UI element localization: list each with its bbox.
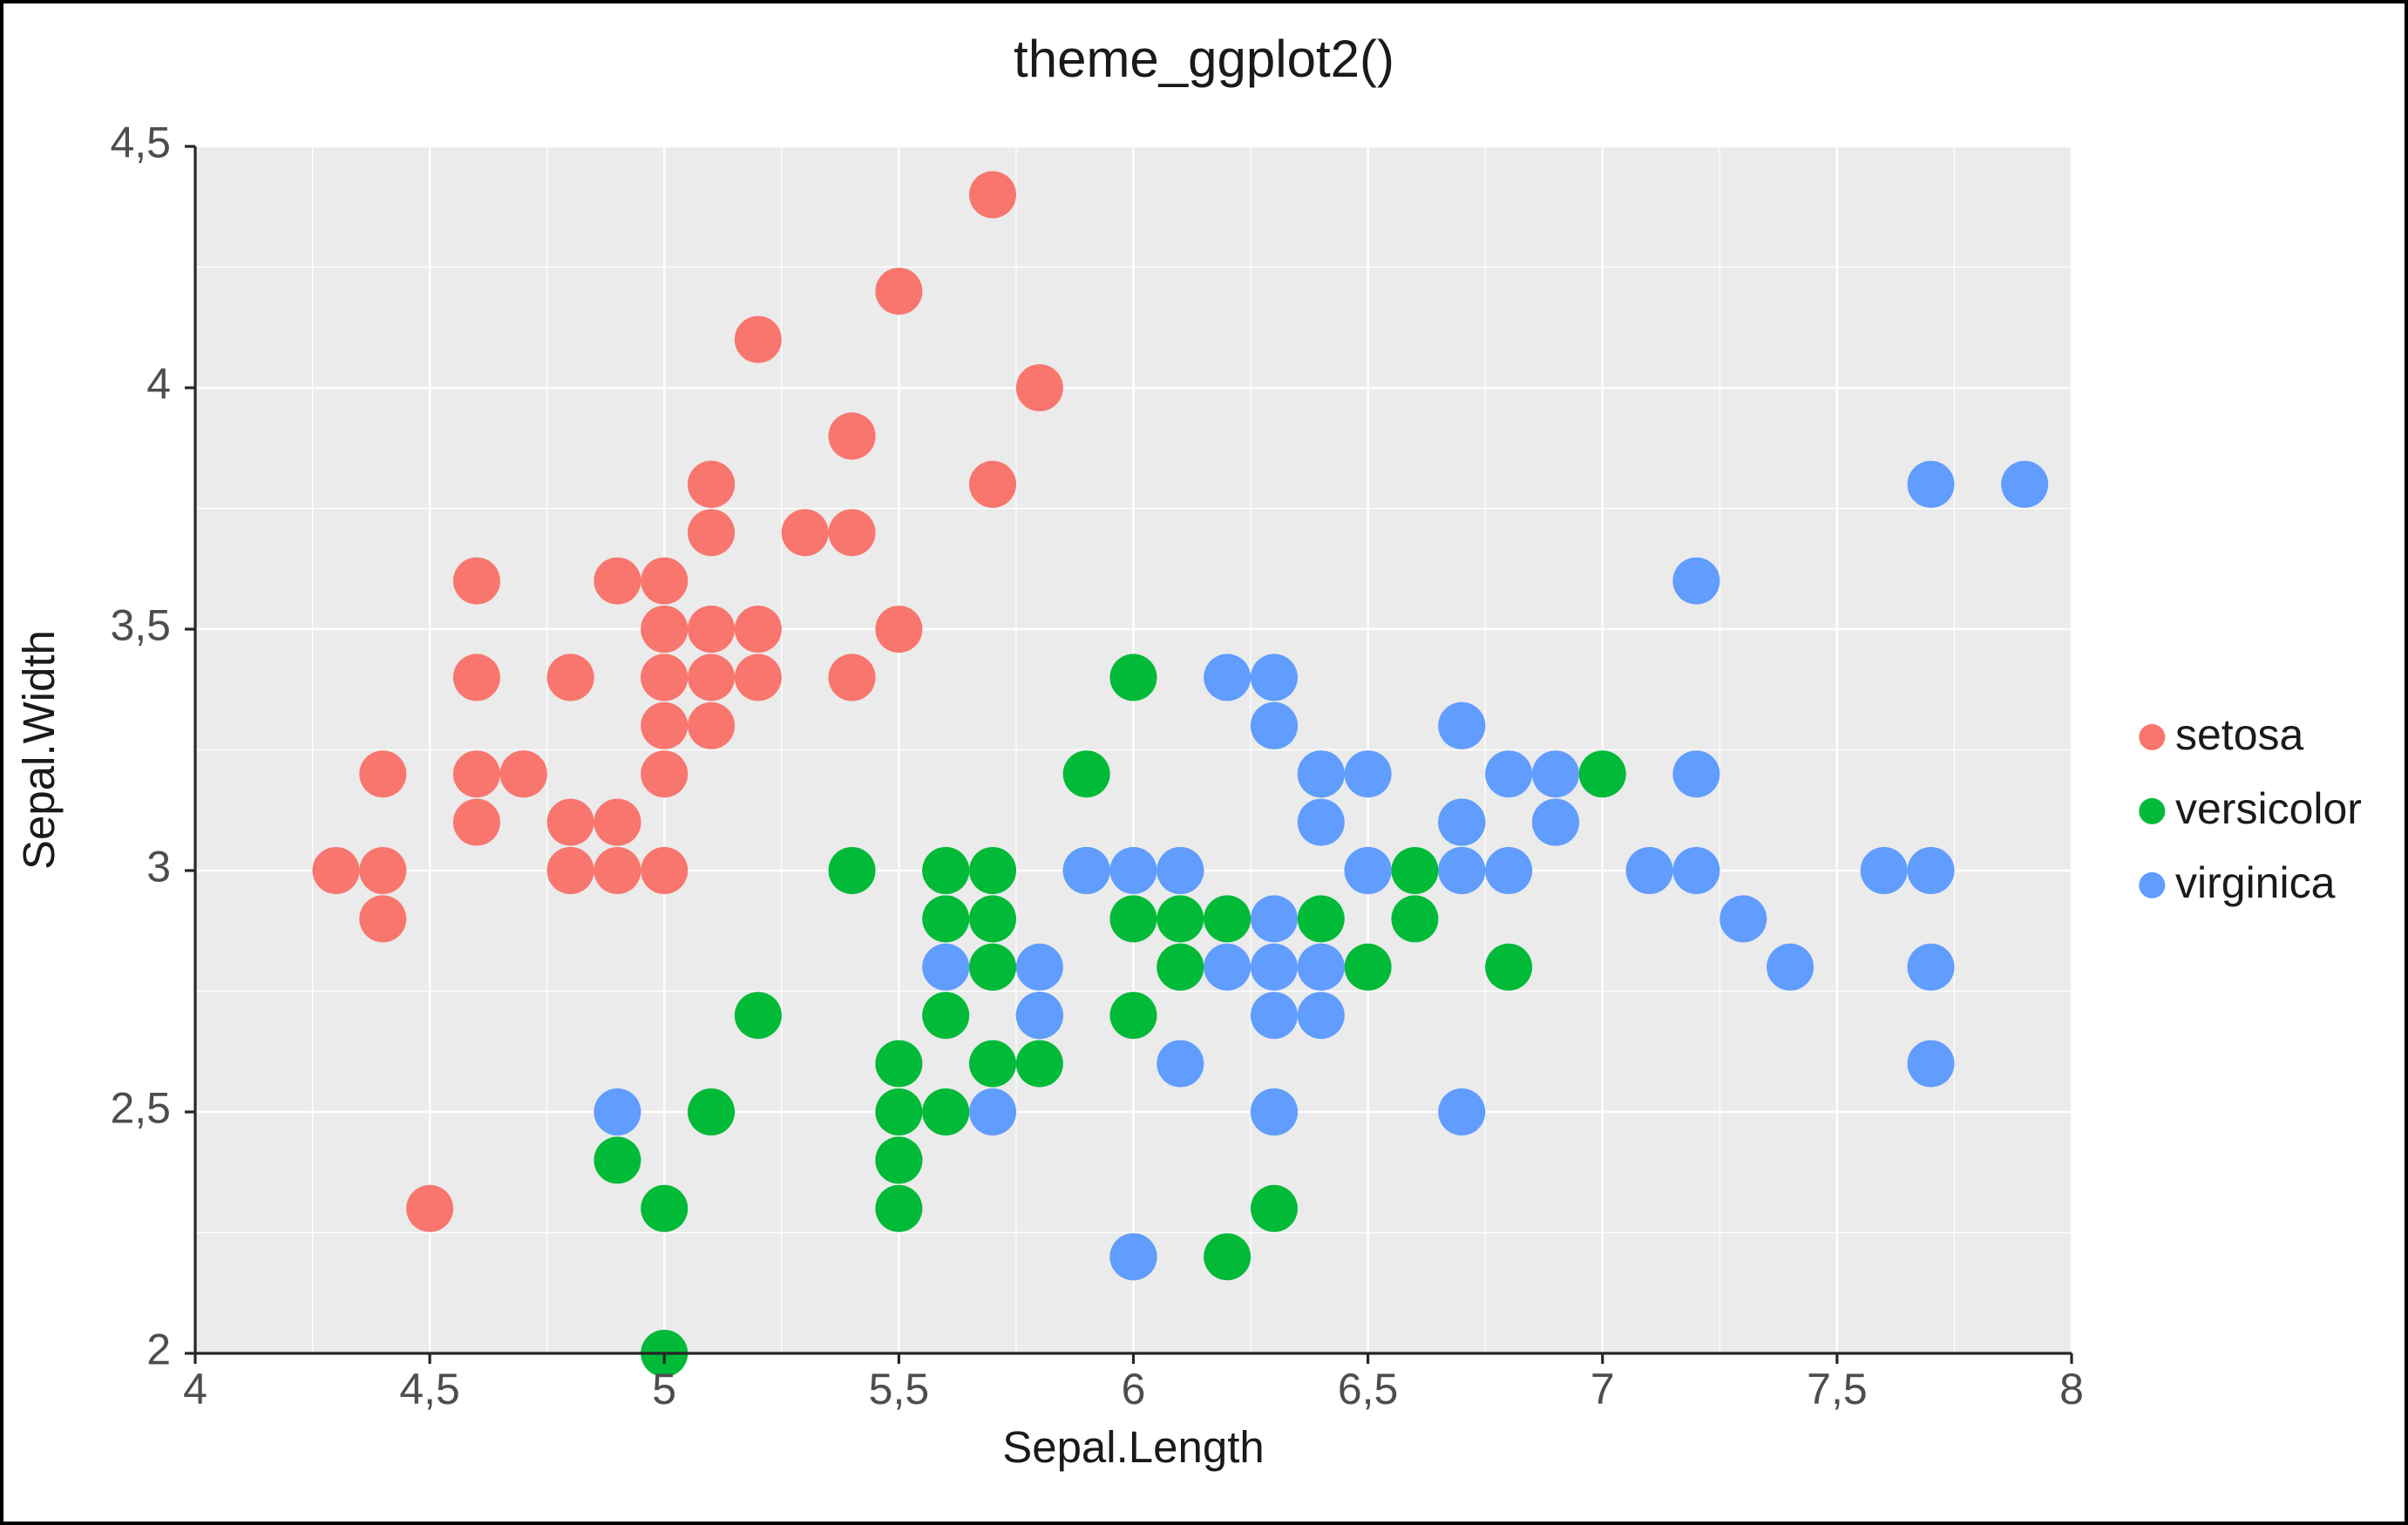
svg-text:5: 5 [652,1365,676,1413]
svg-text:4,5: 4,5 [399,1365,460,1413]
svg-text:4: 4 [183,1365,207,1413]
svg-text:5,5: 5,5 [869,1365,930,1413]
svg-text:6,5: 6,5 [1338,1365,1399,1413]
svg-text:2,5: 2,5 [110,1084,171,1133]
svg-text:3,5: 3,5 [110,601,171,650]
svg-text:4: 4 [146,360,171,409]
svg-text:2: 2 [146,1325,171,1374]
svg-text:7: 7 [1591,1365,1615,1413]
svg-text:versicolor: versicolor [2175,784,2362,833]
svg-text:6: 6 [1122,1365,1146,1413]
svg-text:Sepal.Width: Sepal.Width [14,630,64,870]
svg-text:7,5: 7,5 [1807,1365,1868,1413]
svg-text:virginica: virginica [2175,858,2336,907]
svg-text:8: 8 [2059,1365,2084,1413]
svg-text:Sepal.Length: Sepal.Length [1002,1422,1265,1472]
svg-text:3: 3 [146,843,171,891]
svg-text:setosa: setosa [2175,710,2304,759]
svg-text:4,5: 4,5 [110,119,171,167]
